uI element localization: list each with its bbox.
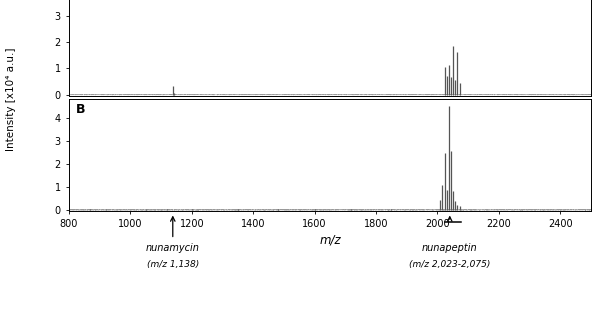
Text: Intensity [x10⁴ a.u.]: Intensity [x10⁴ a.u.] xyxy=(6,48,16,151)
Text: (m/z 2,023-2,075): (m/z 2,023-2,075) xyxy=(409,260,490,269)
Text: (m/z 1,138): (m/z 1,138) xyxy=(146,260,199,269)
Text: A: A xyxy=(76,0,85,1)
X-axis label: m/z: m/z xyxy=(319,233,341,247)
Text: nunamycin: nunamycin xyxy=(146,243,200,253)
Text: B: B xyxy=(76,103,85,116)
Text: nunapeptin: nunapeptin xyxy=(422,243,478,253)
